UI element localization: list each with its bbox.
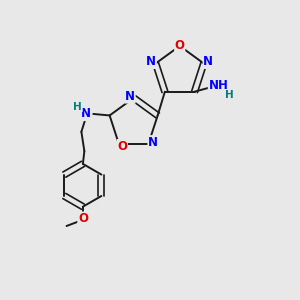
- Text: N: N: [146, 56, 156, 68]
- Text: H: H: [225, 90, 234, 100]
- Text: N: N: [81, 107, 91, 121]
- Text: O: O: [78, 212, 88, 225]
- Text: O: O: [117, 140, 128, 153]
- Text: NH: NH: [208, 79, 228, 92]
- Text: N: N: [148, 136, 158, 149]
- Text: O: O: [175, 40, 185, 52]
- Text: H: H: [74, 101, 82, 112]
- Text: N: N: [125, 90, 135, 103]
- Text: N: N: [203, 56, 213, 68]
